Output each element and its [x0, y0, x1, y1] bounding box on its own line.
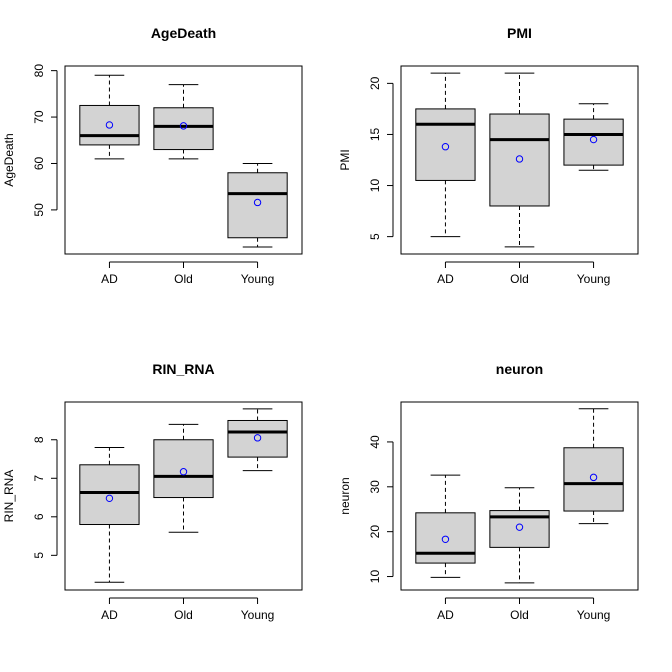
box-ad	[79, 446, 140, 583]
mean-marker	[179, 468, 188, 476]
y-tick-label: 60	[32, 156, 46, 170]
y-tick-label: 10	[368, 179, 382, 193]
plot-frame	[400, 401, 639, 591]
box-young	[227, 162, 288, 248]
x-tick-label: Old	[174, 608, 193, 622]
box-old	[153, 423, 214, 533]
panel-title: AgeDeath	[151, 25, 216, 41]
y-axis-label: AgeDeath	[2, 133, 16, 186]
y-axis-label: neuron	[338, 477, 352, 514]
y-tick-label: 15	[368, 127, 382, 141]
box-old	[489, 72, 550, 248]
mean-marker	[179, 122, 188, 130]
mean-marker	[515, 155, 524, 163]
box-young	[563, 408, 624, 525]
y-tick-label: 20	[368, 76, 382, 90]
x-tick-label: Young	[577, 608, 611, 622]
iqr-box	[415, 108, 476, 181]
box-ad	[415, 474, 476, 578]
box-old	[489, 487, 550, 584]
iqr-box	[79, 104, 140, 146]
box-old	[153, 84, 214, 160]
x-tick-label: Young	[241, 608, 275, 622]
panel-neuron: neuron neuron 10 20 30 40 AD Old Young	[338, 361, 639, 622]
mean-marker	[441, 143, 450, 151]
box-ad	[79, 74, 140, 160]
y-tick-label: 50	[32, 203, 46, 217]
iqr-box	[563, 118, 624, 166]
box-young	[227, 408, 288, 472]
iqr-box	[563, 447, 624, 512]
x-tick-label: Young	[577, 272, 611, 286]
y-tick-label: 7	[32, 475, 46, 482]
mean-marker	[589, 473, 598, 482]
y-tick-label: 40	[368, 435, 382, 449]
x-tick-label: AD	[437, 272, 454, 286]
mean-marker	[441, 535, 450, 543]
x-tick-label: AD	[101, 272, 118, 286]
iqr-box	[227, 419, 288, 458]
mean-marker	[253, 198, 262, 207]
y-tick-label: 5	[32, 552, 46, 559]
x-tick-label: AD	[101, 608, 118, 622]
box-ad	[415, 72, 476, 238]
y-tick-label: 6	[32, 513, 46, 520]
mean-marker	[253, 434, 262, 442]
y-tick-label: 10	[368, 570, 382, 584]
x-tick-label: Old	[510, 608, 529, 622]
x-tick-label: Young	[241, 272, 275, 286]
y-tick-label: 5	[368, 233, 382, 240]
panel-title: RIN_RNA	[152, 361, 214, 377]
panel-agedeath: AgeDeath AgeDeath 50 60 70 80 AD Old Young	[2, 25, 303, 286]
panel-pmi: PMI PMI 5 10 15 20 AD Old Young	[338, 25, 639, 286]
y-axis-label: RIN_RNA	[2, 470, 16, 523]
mean-marker	[515, 523, 524, 531]
plot-frame	[64, 65, 303, 255]
y-tick-label: 8	[32, 436, 46, 443]
panel-rin-rna: RIN_RNA RIN_RNA 5 6 7 8 AD Old Young	[2, 361, 303, 622]
plot-frame	[64, 401, 303, 591]
iqr-box	[489, 113, 550, 207]
iqr-box	[415, 512, 476, 564]
box-young	[563, 103, 624, 171]
mean-marker	[589, 135, 598, 144]
y-axis-label: PMI	[338, 149, 352, 170]
y-tick-label: 20	[368, 525, 382, 539]
panel-title: neuron	[496, 361, 543, 377]
y-tick-label: 70	[32, 110, 46, 124]
x-tick-label: Old	[174, 272, 193, 286]
x-tick-label: Old	[510, 272, 529, 286]
x-tick-label: AD	[437, 608, 454, 622]
y-tick-label: 80	[32, 64, 46, 78]
plot-frame	[400, 65, 639, 255]
y-tick-label: 30	[368, 480, 382, 494]
mean-marker	[105, 494, 114, 503]
mean-marker	[105, 121, 114, 129]
panel-title: PMI	[507, 25, 532, 41]
